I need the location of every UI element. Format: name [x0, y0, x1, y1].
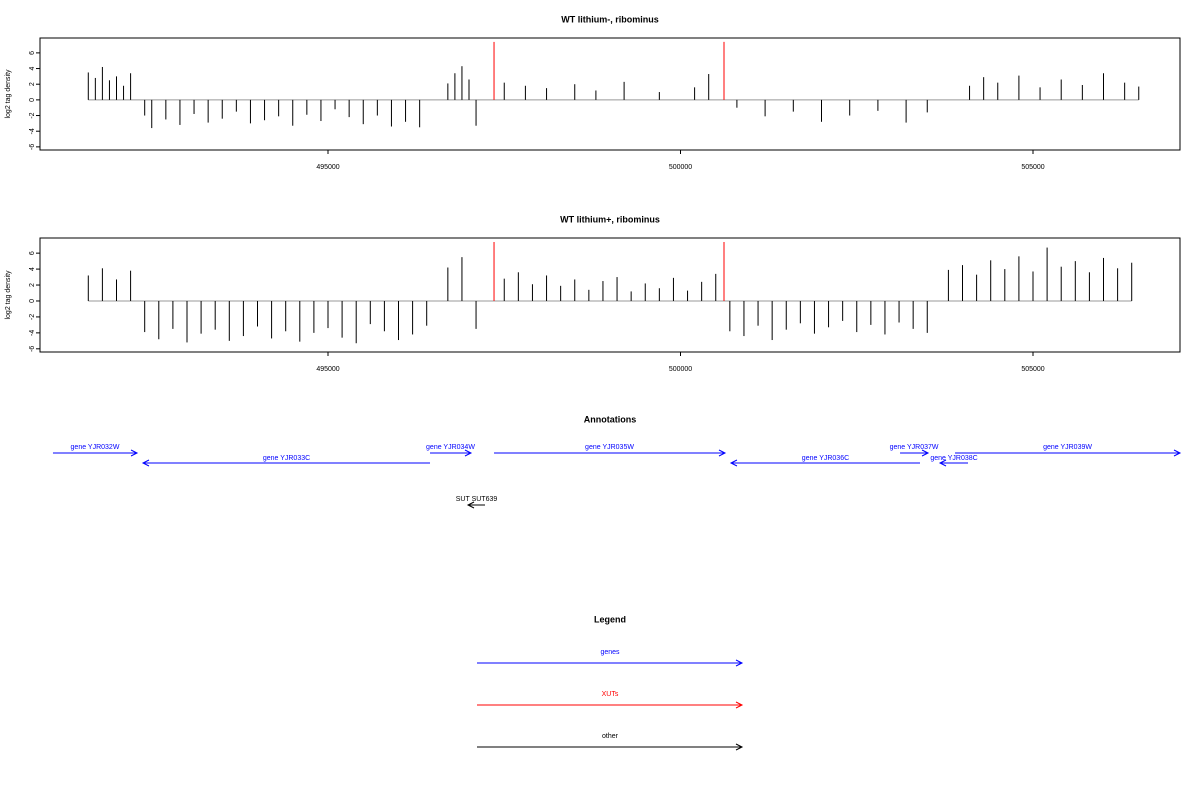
y-tick-label: -6: [29, 144, 36, 150]
y-tick-label: 0: [29, 299, 36, 303]
x-tick-label: 500000: [669, 366, 692, 373]
y-tick-label: -4: [29, 128, 36, 134]
y-tick-label: 4: [29, 267, 36, 271]
y-tick-label: -2: [29, 112, 36, 118]
x-tick-label: 495000: [316, 164, 339, 171]
feature-arrow-head: [130, 449, 139, 457]
legend-arrow-head: [735, 701, 744, 709]
x-tick-label: 505000: [1021, 366, 1044, 373]
feature-arrow-head: [938, 459, 947, 467]
y-axis-label: log2 tag density: [5, 69, 12, 119]
feature-arrow-head: [921, 449, 930, 457]
feature-label: gene YJR035W: [585, 444, 634, 451]
y-tick-label: 6: [29, 51, 36, 55]
feature-label: gene YJR038C: [930, 455, 977, 462]
legend-label: genes: [600, 649, 620, 656]
feature-arrow-head: [466, 501, 475, 509]
y-tick-label: 2: [29, 82, 36, 86]
plot-frame: [39, 237, 1181, 353]
feature-label: gene YJR037W: [890, 444, 939, 451]
legend-label: XUTs: [602, 691, 619, 698]
feature-label: gene YJR034W: [426, 444, 475, 451]
feature-arrow-head: [729, 459, 738, 467]
feature-label: gene YJR039W: [1043, 444, 1092, 451]
legend-arrow-head: [735, 743, 744, 751]
feature-arrow-head: [718, 449, 727, 457]
x-tick-label: 500000: [669, 164, 692, 171]
legend-label: other: [602, 733, 619, 740]
feature-arrow-head: [1173, 449, 1182, 457]
feature-label: SUT SUT639: [456, 496, 498, 503]
y-tick-label: 2: [29, 283, 36, 287]
y-tick-label: -2: [29, 314, 36, 320]
feature-label: gene YJR032W: [71, 444, 120, 451]
y-tick-label: 6: [29, 251, 36, 255]
chart-title: WT lithium+, ribominus: [560, 214, 660, 224]
legend-title: Legend: [594, 614, 626, 624]
y-tick-label: -6: [29, 346, 36, 352]
feature-label: gene YJR036C: [802, 455, 849, 462]
plot-frame: [39, 37, 1181, 151]
chart-title: WT lithium-, ribominus: [561, 14, 659, 24]
legend-arrow-head: [735, 659, 744, 667]
y-tick-label: -4: [29, 330, 36, 336]
feature-arrow-head: [141, 459, 150, 467]
y-axis-label: log2 tag density: [5, 270, 12, 320]
feature-arrow-head: [464, 449, 473, 457]
x-tick-label: 495000: [316, 366, 339, 373]
x-tick-label: 505000: [1021, 164, 1044, 171]
feature-label: gene YJR033C: [263, 455, 310, 462]
annotations-title: Annotations: [584, 414, 637, 424]
y-tick-label: 4: [29, 66, 36, 70]
y-tick-label: 0: [29, 98, 36, 102]
